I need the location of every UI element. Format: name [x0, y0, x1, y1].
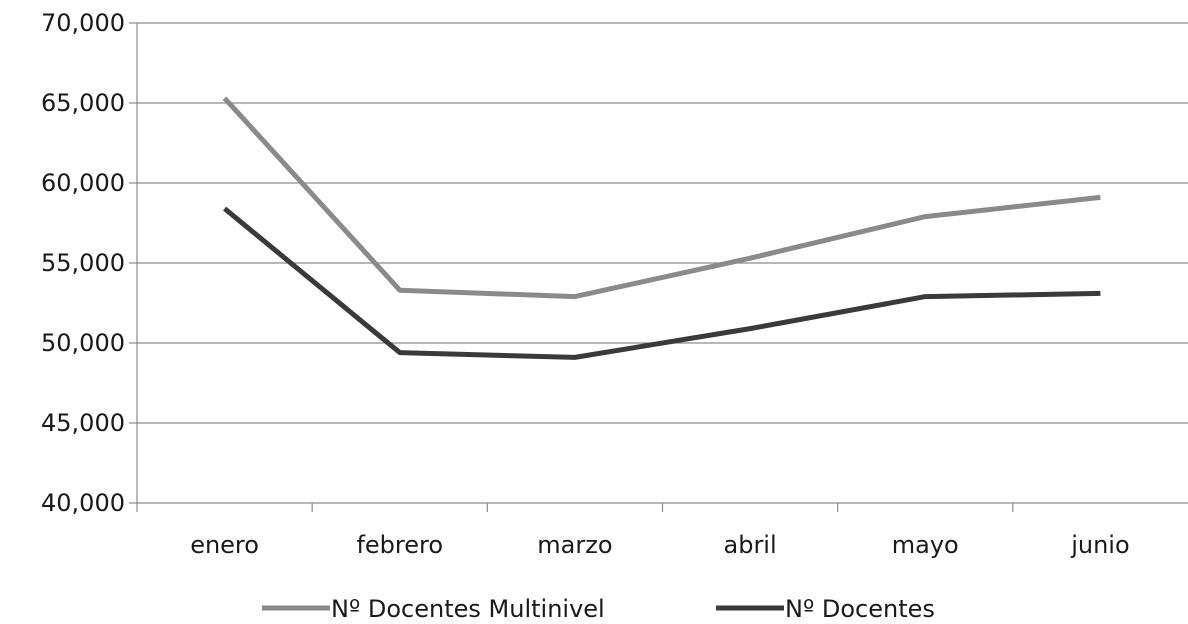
- x-tick-label: abril: [724, 531, 777, 559]
- y-axis-tick-labels: 40,000 45,000 50,000 55,000 60,000 65,000 70,0…: [41, 9, 125, 517]
- x-tick-label: enero: [190, 531, 259, 559]
- series-lines: [225, 98, 1101, 357]
- legend-label-2: Nº Docentes: [785, 595, 935, 623]
- y-tick-label: 55,000: [41, 249, 125, 277]
- gridlines: [137, 23, 1188, 423]
- y-tick-label: 70,000: [41, 9, 125, 37]
- axes: [129, 23, 1188, 512]
- x-tick-label: junio: [1070, 531, 1129, 559]
- y-tick-label: 45,000: [41, 409, 125, 437]
- legend-label-1: Nº Docentes Multinivel: [331, 595, 605, 623]
- x-axis-tick-labels: enero febrero marzo abril mayo junio: [190, 531, 1129, 559]
- x-tick-label: marzo: [537, 531, 612, 559]
- x-tick-label: febrero: [356, 531, 443, 559]
- series-line-2: [225, 209, 1101, 358]
- y-tick-label: 40,000: [41, 489, 125, 517]
- y-tick-label: 50,000: [41, 329, 125, 357]
- y-tick-label: 65,000: [41, 89, 125, 117]
- series-line-1: [225, 98, 1101, 296]
- x-tick-label: mayo: [892, 531, 959, 559]
- y-tick-label: 60,000: [41, 169, 125, 197]
- legend: Nº Docentes Multinivel Nº Docentes: [262, 595, 935, 623]
